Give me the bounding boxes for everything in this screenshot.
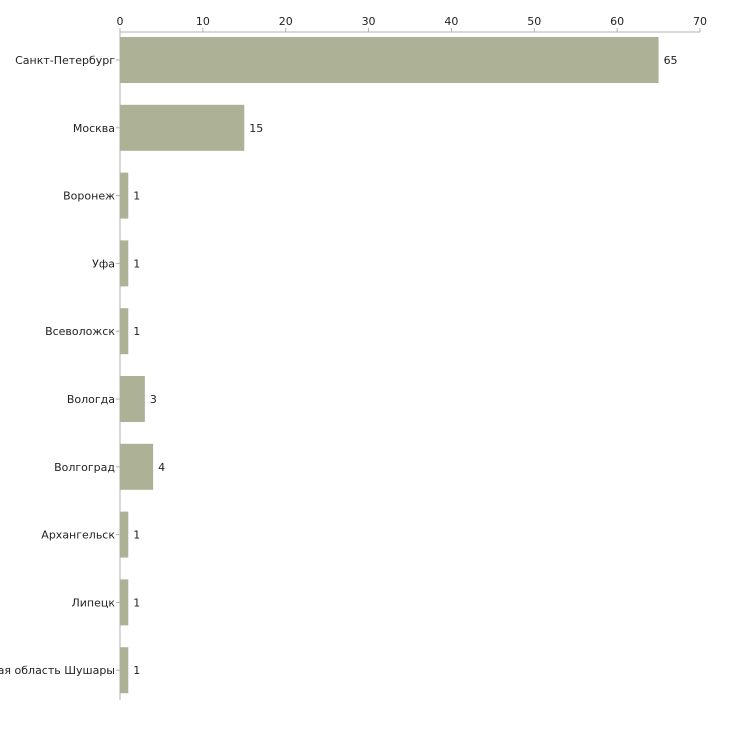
bar	[120, 308, 129, 355]
x-tick-label: 70	[693, 15, 707, 28]
bar	[120, 647, 129, 694]
data-label: 1	[133, 257, 140, 270]
bar	[120, 172, 129, 219]
data-label: 4	[158, 461, 165, 474]
x-tick-label: 30	[362, 15, 376, 28]
bar	[120, 240, 129, 287]
bar	[120, 376, 145, 422]
bars	[120, 37, 659, 694]
category-label: Воронеж	[63, 190, 115, 203]
data-label: 15	[249, 122, 263, 135]
data-label: 1	[133, 325, 140, 338]
category-label: Всеволожск	[45, 325, 115, 338]
x-tick-label: 60	[610, 15, 624, 28]
category-label: Вологда	[67, 393, 115, 406]
x-tick-label: 50	[527, 15, 541, 28]
category-label: Москва	[73, 122, 115, 135]
category-label: Липецк	[71, 596, 115, 609]
category-label: Ленинградская область Шушары	[0, 664, 115, 677]
x-tick-label: 20	[279, 15, 293, 28]
x-tick-label: 10	[196, 15, 210, 28]
data-label: 65	[664, 54, 678, 67]
data-label: 1	[133, 190, 140, 203]
bar	[120, 37, 659, 83]
bar	[120, 579, 129, 626]
data-label: 1	[133, 596, 140, 609]
data-label: 3	[150, 393, 157, 406]
category-label: Волгоград	[54, 461, 115, 474]
bar	[120, 443, 154, 490]
data-label: 1	[133, 664, 140, 677]
data-label: 1	[133, 529, 140, 542]
bar	[120, 511, 129, 558]
x-tick-label: 0	[117, 15, 124, 28]
labels: 0 10 20 30 40 50 60 70 Санкт-Петербург 65 Москва 15…	[0, 15, 707, 677]
x-tick-label: 40	[444, 15, 458, 28]
category-label: Уфа	[92, 257, 115, 270]
bar	[120, 104, 245, 151]
category-label: Архангельск	[41, 529, 115, 542]
category-label: Санкт-Петербург	[15, 54, 115, 67]
